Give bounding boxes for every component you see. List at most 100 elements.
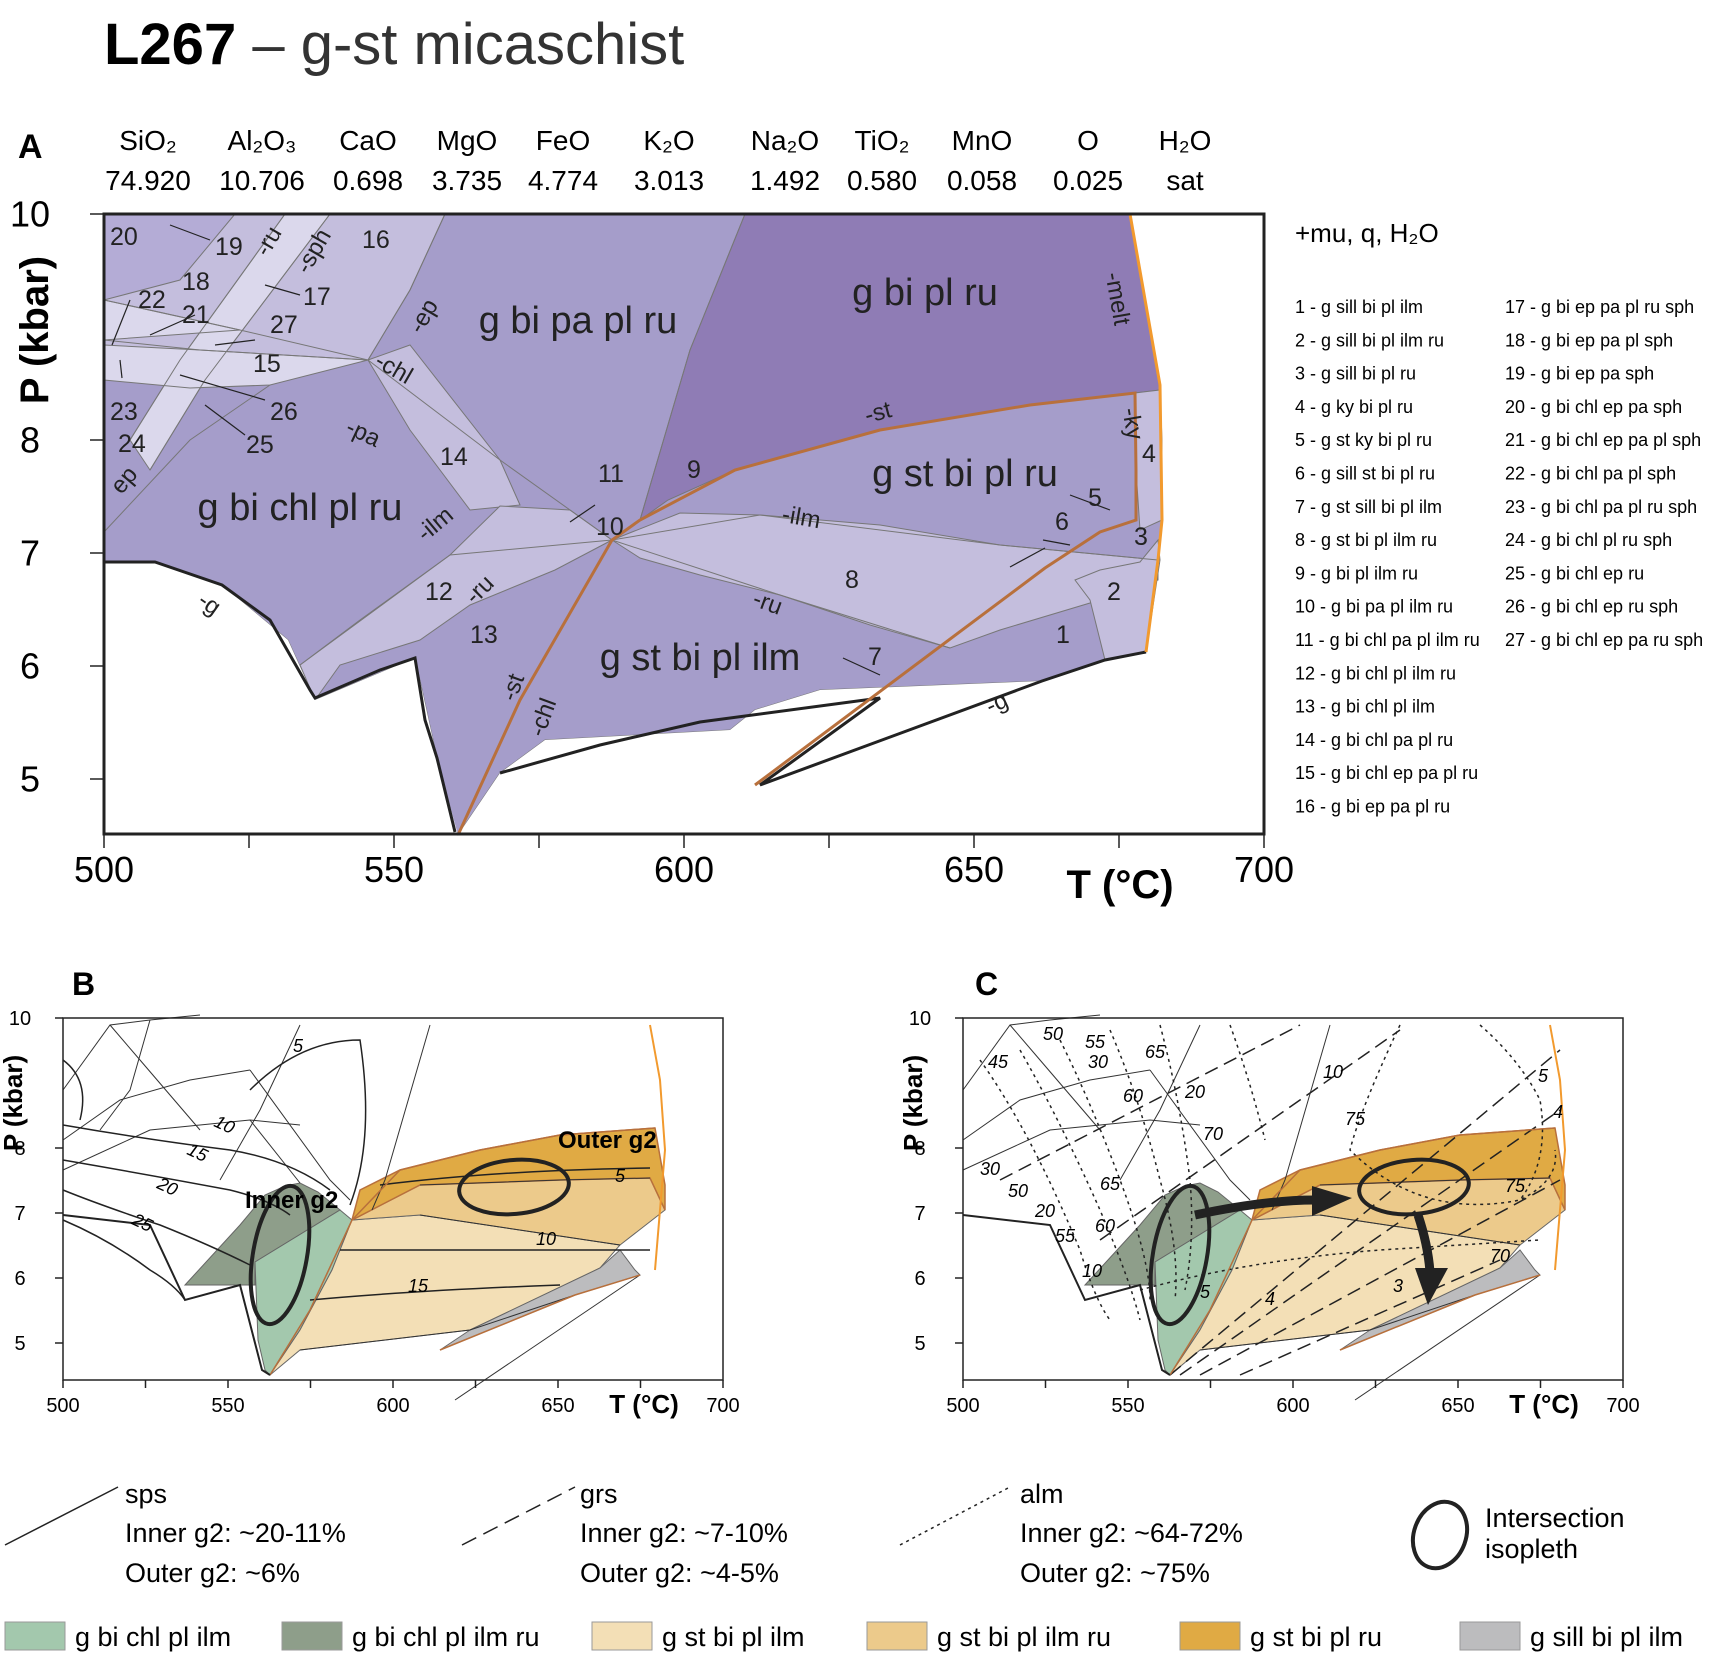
x-tick-label: 550 bbox=[211, 1395, 244, 1417]
garnet-out-b bbox=[62, 1214, 271, 1376]
melt-line-c bbox=[1549, 1024, 1567, 1271]
inner-g2-ellipse bbox=[248, 1183, 312, 1327]
oxide-name: SiO₂ bbox=[119, 125, 177, 156]
assemblage-entry: 13 - g bi chl pl ilm bbox=[1295, 697, 1435, 717]
panel-b-label: B bbox=[72, 966, 95, 1002]
panel-c-label: C bbox=[975, 966, 998, 1002]
isopleth-label: 65 bbox=[1100, 1174, 1121, 1194]
y-axis-title-b: P (kbar) bbox=[0, 1055, 28, 1151]
field-number: 7 bbox=[868, 643, 882, 671]
legend-label: g st bi pl ru bbox=[1250, 1622, 1382, 1652]
leader-line bbox=[264, 284, 301, 296]
isopleth-label: 20 bbox=[1034, 1201, 1055, 1221]
y-tick-label: 7 bbox=[14, 1203, 25, 1225]
isopleth-label: 55 bbox=[1055, 1226, 1076, 1246]
legend-swatch bbox=[281, 1621, 343, 1651]
figure-title: L267 – g-st micaschist bbox=[104, 12, 684, 77]
grs-title: grs bbox=[580, 1479, 618, 1509]
oxide-value: 4.774 bbox=[528, 165, 598, 196]
melt-line bbox=[1128, 213, 1164, 653]
assemblage-entry: 17 - g bi ep pa pl ru sph bbox=[1505, 297, 1694, 317]
field-number: 26 bbox=[270, 398, 298, 426]
isopleth-label: 4 bbox=[1553, 1102, 1563, 1122]
field-number: 19 bbox=[215, 233, 243, 261]
oxide-name: TiO₂ bbox=[855, 125, 910, 156]
x-tick-label: 700 bbox=[706, 1395, 739, 1417]
field-number: 8 bbox=[845, 566, 859, 594]
reaction-line bbox=[611, 539, 951, 649]
y-tick-label: 7 bbox=[914, 1203, 925, 1225]
sps-outer: Outer g2: ~6% bbox=[125, 1558, 300, 1588]
field-name: g bi pl ru bbox=[852, 272, 998, 314]
assemblage-entry: 2 - g sill bi pl ilm ru bbox=[1295, 330, 1444, 350]
field-number: 23 bbox=[110, 398, 138, 426]
alm-title: alm bbox=[1020, 1479, 1064, 1509]
oxide-name: H₂O bbox=[1159, 125, 1212, 156]
field-number: 1 bbox=[1056, 621, 1070, 649]
oxide-value: 10.706 bbox=[219, 165, 305, 196]
isopleth-label: 50 bbox=[1043, 1024, 1063, 1044]
assemblage-entry: 15 - g bi chl ep pa pl ru bbox=[1295, 763, 1478, 783]
field-number: 6 bbox=[1055, 508, 1069, 536]
field-name: g bi chl pl ru bbox=[198, 487, 403, 529]
oxide-name: O bbox=[1077, 125, 1099, 156]
leader-line bbox=[1042, 539, 1071, 546]
st-line-c bbox=[1169, 1127, 1556, 1376]
assemblage-entry: 5 - g st ky bi pl ru bbox=[1295, 430, 1432, 450]
y-axis-title-a: P (kbar) bbox=[13, 256, 57, 404]
oxide-value: 3.735 bbox=[432, 165, 502, 196]
y-tick-label: 5 bbox=[914, 1333, 925, 1355]
assemblage-entry: 6 - g sill st bi pl ru bbox=[1295, 464, 1435, 484]
assemblage-entry: 10 - g bi pa pl ilm ru bbox=[1295, 597, 1453, 617]
sps-label: 10 bbox=[211, 1111, 238, 1138]
reaction-line bbox=[103, 299, 369, 361]
leader-line bbox=[569, 504, 596, 523]
sps-inner: Inner g2: ~20-11% bbox=[125, 1518, 346, 1548]
isopleth-label: 45 bbox=[988, 1052, 1009, 1072]
isopleth-label: 30 bbox=[1088, 1052, 1108, 1072]
field-number: 10 bbox=[596, 513, 624, 541]
staurolite-out-line bbox=[456, 391, 1138, 836]
oxide-value: 74.920 bbox=[105, 165, 191, 196]
assemblage-entry: 21 - g bi chl ep pa pl sph bbox=[1505, 430, 1701, 450]
panel-c: C bbox=[898, 966, 1640, 1419]
x-tick-label: 700 bbox=[1606, 1395, 1639, 1417]
reaction-line bbox=[129, 213, 286, 441]
y-tick-label: 8 bbox=[14, 1138, 25, 1160]
isopleth-label: 55 bbox=[1085, 1032, 1106, 1052]
field-number: 5 bbox=[1088, 484, 1102, 512]
outer-g2-label: Outer g2 bbox=[558, 1127, 657, 1154]
x-tick-label: 700 bbox=[1234, 849, 1294, 890]
excess-phases: +mu, q, H₂O bbox=[1295, 218, 1439, 248]
y-axis-ticks-a: 10 8 7 6 5 bbox=[10, 194, 104, 800]
alm-inner: Inner g2: ~64-72% bbox=[1020, 1518, 1243, 1548]
arrow-head-1 bbox=[1312, 1186, 1352, 1216]
legend-label: g st bi pl ilm ru bbox=[937, 1622, 1111, 1652]
field-number: 12 bbox=[425, 578, 453, 606]
isopleth-label: 75 bbox=[1345, 1109, 1366, 1129]
legend-label: g sill bi pl ilm bbox=[1530, 1622, 1683, 1652]
oxide-value: 0.580 bbox=[847, 165, 917, 196]
y-tick-label: 10 bbox=[10, 194, 50, 235]
field-no-garnet bbox=[104, 562, 458, 835]
grs-inner: Inner g2: ~7-10% bbox=[580, 1518, 788, 1548]
intersection-label-1: Intersection bbox=[1485, 1503, 1625, 1533]
field-14-band bbox=[367, 344, 521, 511]
oxide-name: K₂O bbox=[643, 125, 694, 156]
y-axis-ticks-c: 10 8 7 6 5 bbox=[909, 1008, 963, 1355]
pt-path-arrow-2 bbox=[1413, 1213, 1435, 1273]
x-tick-label: 600 bbox=[654, 849, 714, 890]
field-number: 17 bbox=[303, 283, 331, 311]
x-axis-ticks-a: 500 550 600 650 700 bbox=[74, 834, 1294, 890]
oxide-name: FeO bbox=[536, 125, 590, 156]
sps-isopleths bbox=[62, 1039, 651, 1301]
panel-b-lines bbox=[62, 1014, 651, 1401]
assemblage-entry: 25 - g bi chl ep ru bbox=[1505, 563, 1644, 583]
field-number: 9 bbox=[687, 456, 701, 484]
assemblage-entry: 9 - g bi pl ilm ru bbox=[1295, 563, 1418, 583]
reaction-line bbox=[149, 213, 331, 471]
assemblage-entry: 26 - g bi chl ep ru sph bbox=[1505, 597, 1678, 617]
reaction-line bbox=[639, 213, 746, 521]
x-tick-label: 650 bbox=[1441, 1395, 1474, 1417]
